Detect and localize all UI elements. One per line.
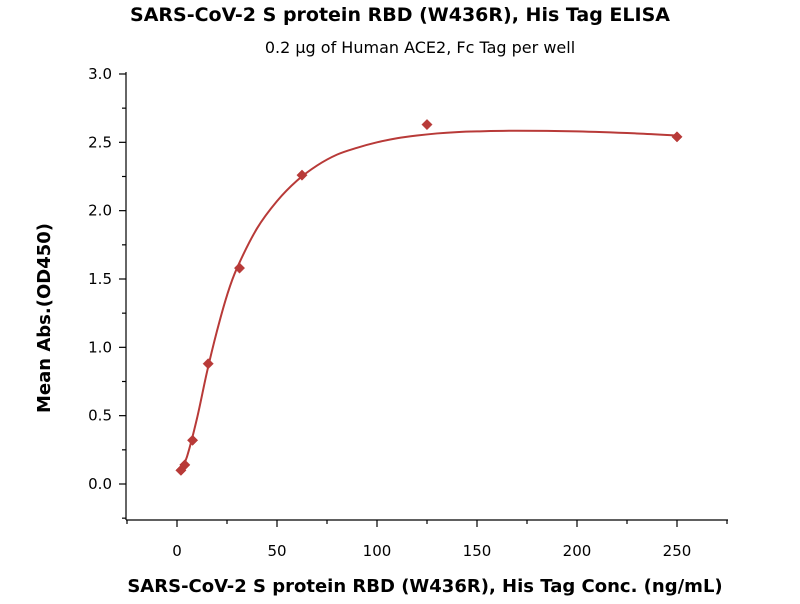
x-tick-label: 100	[363, 542, 392, 560]
x-tick-label: 150	[463, 542, 492, 560]
data-point	[202, 358, 214, 370]
chart-subtitle: 0.2 μg of Human ACE2, Fc Tag per well	[265, 38, 575, 57]
y-axis-title: Mean Abs.(OD450)	[34, 223, 55, 413]
x-tick-label: 50	[267, 542, 286, 560]
x-axis-title: SARS-CoV-2 S protein RBD (W436R), His Ta…	[127, 576, 722, 597]
x-tick-label: 200	[563, 542, 592, 560]
data-point	[421, 119, 433, 131]
x-tick-label: 250	[663, 542, 692, 560]
y-tick-label: 2.5	[88, 133, 112, 151]
data-point	[187, 434, 199, 446]
data-point	[233, 262, 246, 274]
y-tick-label: 3.0	[88, 65, 112, 83]
fit-curve-layer	[179, 129, 678, 471]
data-points-layer	[175, 119, 683, 476]
axes: 0.0 0.5 1.0 1.5 2.0 2.5 3.0 0 50 100 150 200 250	[88, 65, 728, 560]
x-tick-label: 0	[172, 542, 182, 560]
y-tick-label: 2.0	[88, 202, 112, 220]
data-point	[671, 131, 683, 143]
data-point	[179, 459, 191, 471]
y-tick-label: 0.5	[88, 407, 112, 425]
fit-curve-line	[179, 129, 678, 471]
y-tick-label: 1.0	[88, 338, 112, 356]
chart-title: SARS-CoV-2 S protein RBD (W436R), His Ta…	[130, 4, 670, 26]
y-tick-label: 1.5	[88, 270, 112, 288]
data-point	[296, 169, 308, 181]
y-tick-label: 0.0	[88, 475, 112, 493]
